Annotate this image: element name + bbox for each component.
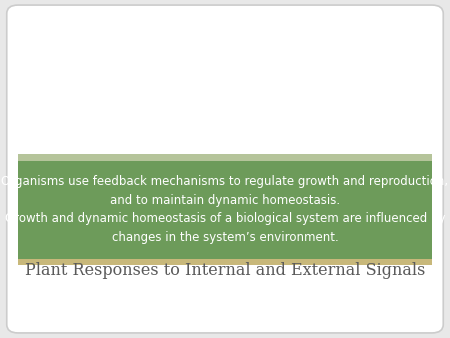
Bar (18, 259, 432, 265)
Bar (18, 154, 432, 161)
FancyBboxPatch shape (7, 5, 443, 333)
Bar (18, 161, 432, 259)
Text: Plant Responses to Internal and External Signals: Plant Responses to Internal and External… (25, 262, 425, 279)
Text: Organisms use feedback mechanisms to regulate growth and reproduction,
and to ma: Organisms use feedback mechanisms to reg… (1, 175, 449, 244)
